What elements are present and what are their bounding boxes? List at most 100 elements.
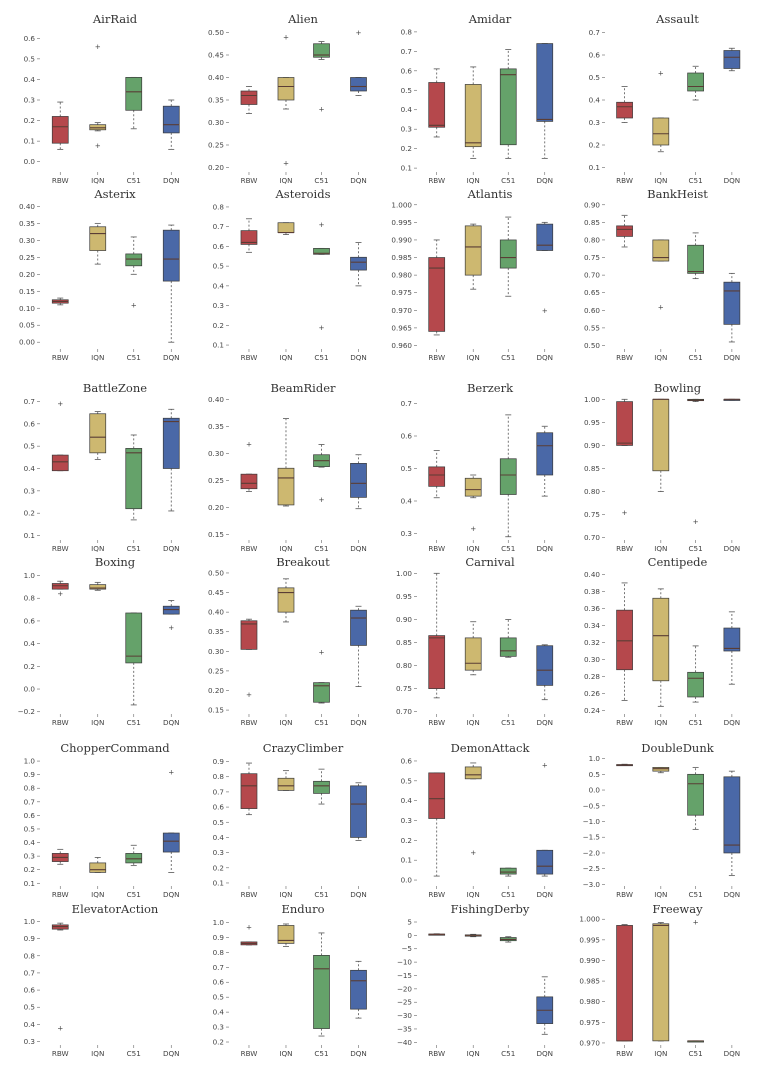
iqr-box [464, 84, 482, 148]
y-tick-label: 0.3 [401, 529, 412, 538]
plot-title: Bowling [654, 381, 702, 395]
x-tick-label-rbw: RBW [428, 718, 445, 727]
box-rbw [428, 933, 446, 936]
plot-panel-carnival: Carnival 0.70 0.75 0.80 0.85 0.90 0.95 1.00 RBW I… [396, 555, 554, 727]
outlier-point: + [246, 922, 252, 931]
x-tick-label-c51: C51 [127, 890, 141, 899]
iqr-box [499, 239, 517, 269]
y-tick-label: 0.985 [579, 977, 600, 986]
y-tick-label: 0.3 [24, 486, 35, 495]
box-c51 [499, 216, 517, 297]
x-tick-label-c51: C51 [127, 718, 141, 727]
iqr-box [51, 583, 69, 590]
iqr-box [536, 223, 554, 251]
y-tick-label: 0.3 [213, 301, 224, 310]
iqr-box [652, 597, 670, 682]
x-tick-label-c51: C51 [314, 1049, 328, 1058]
iqr-box [723, 281, 741, 325]
y-tick-label: 0.75 [396, 684, 412, 693]
plot-panel-doubledunk: DoubleDunk −3.0 −2.5 −2.0 −1.5 −1.0 −0.5 0.0 0.5… [583, 741, 741, 899]
x-tick-label-rbw: RBW [241, 1049, 258, 1058]
box-dqn: + [162, 600, 180, 632]
y-tick-label: −30 [397, 1011, 413, 1020]
y-tick-label: 0.2 [24, 865, 35, 874]
plot-panel-beamrider: BeamRider 0.15 0.20 0.25 0.30 0.35 0.40 RBW + IQN… [208, 381, 367, 553]
y-tick-label: 0.7 [213, 787, 224, 796]
plot-title: Assault [655, 12, 699, 26]
plot-title: Breakout [276, 555, 330, 569]
x-tick-label-rbw: RBW [241, 544, 258, 553]
plot-title: BankHeist [647, 187, 708, 201]
y-tick-label: 0.980 [579, 997, 600, 1006]
x-tick-label-c51: C51 [314, 353, 328, 362]
x-tick-label-dqn: DQN [724, 1049, 741, 1058]
box-iqn [652, 922, 670, 1042]
box-iqn: + [464, 474, 482, 533]
box-rbw [51, 297, 69, 306]
y-tick-label: 0.85 [584, 218, 600, 227]
y-tick-label: 0.6 [589, 51, 601, 60]
y-tick-label: 0.4 [213, 1008, 225, 1017]
plot-title: BattleZone [83, 381, 147, 395]
box-rbw [428, 572, 446, 699]
y-tick-label: 0.40 [208, 608, 224, 617]
y-tick-label: 0.55 [584, 323, 600, 332]
iqr-box [652, 398, 670, 472]
y-tick-label: 0.34 [584, 621, 600, 630]
x-tick-label-dqn: DQN [350, 544, 367, 553]
y-tick-label: 0.1 [213, 341, 224, 350]
y-tick-label: 0.6 [401, 432, 413, 441]
y-tick-label: 0.70 [584, 271, 600, 280]
box-dqn [723, 272, 741, 343]
y-tick-label: 0.70 [396, 707, 412, 716]
y-tick-label: 0.65 [584, 288, 600, 297]
x-tick-label-iqn: IQN [279, 353, 292, 362]
y-tick-label: 0.15 [208, 706, 224, 715]
y-tick-label: 0.1 [401, 164, 412, 173]
outlier-point: + [318, 323, 324, 332]
y-tick-label: 0.4 [213, 281, 225, 290]
y-tick-label: −15 [397, 971, 412, 980]
box-c51: + [313, 444, 330, 504]
box-dqn [536, 644, 554, 701]
plot-title: Carnival [465, 555, 515, 569]
y-tick-label: 5 [407, 918, 412, 927]
box-rbw: + [240, 439, 258, 492]
iqr-box [162, 417, 180, 469]
y-tick-label: 1.0 [24, 757, 36, 766]
box-rbw: + [240, 922, 258, 946]
plot-title: BeamRider [270, 381, 336, 395]
y-tick-label: 0.80 [584, 235, 600, 244]
box-rbw: + [51, 922, 69, 1032]
y-tick-label: −2.0 [583, 848, 601, 857]
iqr-box [240, 473, 258, 490]
box-dqn [536, 43, 554, 159]
box-rbw: + [51, 580, 69, 598]
iqr-box [499, 458, 517, 495]
y-tick-label: 0.36 [584, 604, 600, 613]
plot-title: DemonAttack [451, 741, 531, 755]
iqr-box [350, 463, 367, 498]
y-tick-label: 0 [407, 931, 412, 940]
y-tick-label: 1.0 [589, 754, 601, 763]
outlier-point: + [57, 1023, 63, 1032]
outlier-point: + [131, 300, 137, 309]
x-tick-label-c51: C51 [127, 544, 141, 553]
plot-title: Boxing [95, 555, 136, 569]
y-tick-label: 0.5 [24, 442, 35, 451]
iqr-box [536, 645, 554, 686]
plot-panel-bankheist: BankHeist 0.50 0.55 0.60 0.65 0.70 0.75 0.80 0.8… [584, 187, 741, 362]
box-c51: + [687, 918, 704, 1043]
y-tick-label: 0.2 [589, 141, 600, 150]
y-tick-label: 0.00 [19, 338, 35, 347]
x-tick-label-dqn: DQN [724, 176, 741, 185]
y-tick-label: 0.6 [401, 756, 413, 765]
y-tick-label: 0.995 [391, 218, 412, 227]
box-dqn [536, 976, 554, 1035]
box-rbw [240, 86, 258, 114]
x-tick-label-rbw: RBW [428, 1049, 445, 1058]
box-dqn [350, 454, 367, 510]
outlier-point: + [318, 220, 324, 229]
y-tick-label: 0.0 [401, 876, 413, 885]
y-tick-label: 0.7 [24, 797, 35, 806]
